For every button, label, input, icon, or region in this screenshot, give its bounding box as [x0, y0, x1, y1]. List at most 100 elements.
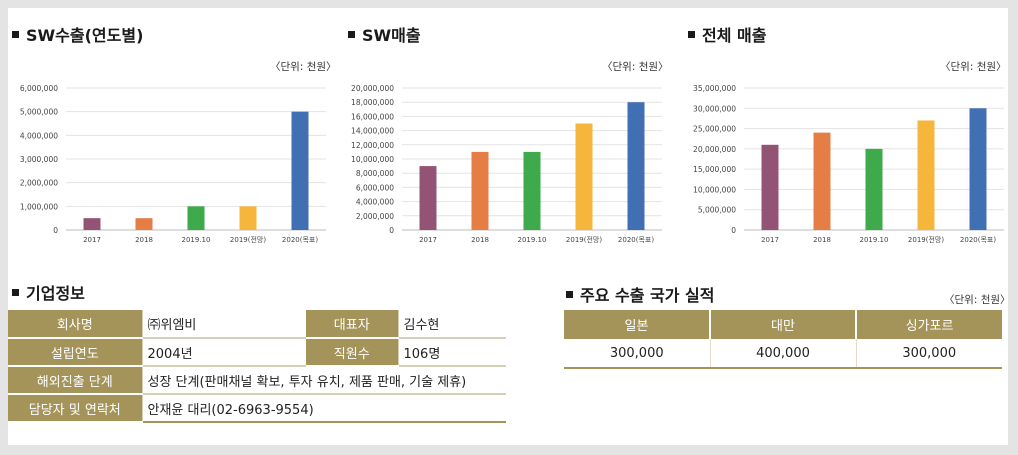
y-tick-label: 20,000,000 — [351, 84, 394, 93]
company-name-label: 회사명 — [8, 310, 142, 339]
country-header-taiwan: 대만 — [710, 310, 857, 339]
company-info-table: 회사명 ㈜위엠비 대표자 김수현 설립연도 2004년 직원수 106명 해외진… — [8, 310, 506, 423]
y-tick-label: 5,000,000 — [20, 108, 58, 117]
y-tick-label: 16,000,000 — [351, 112, 394, 121]
table-row: 회사명 ㈜위엠비 대표자 김수현 — [8, 310, 506, 339]
x-tick-label: 2018 — [813, 236, 831, 244]
y-tick-label: 2,000,000 — [20, 179, 58, 188]
x-tick-label: 2020(목표) — [282, 236, 318, 244]
ceo-value: 김수현 — [397, 310, 506, 339]
x-tick-label: 2019(전망) — [230, 235, 266, 244]
sw-sales-chart: 0 2,000,000 4,000,000 6,000,000 8,000,000 10,… — [351, 84, 662, 244]
y-tick-label: 4,000,000 — [20, 131, 58, 140]
export-countries-table: 일본 대만 싱가포르 300,000 400,000 300,000 — [564, 310, 1002, 369]
sw-export-unit: 〈단위: 천원〉 — [270, 61, 337, 73]
y-tick-label: 6,000,000 — [356, 183, 394, 192]
bullet-square-icon — [348, 31, 355, 38]
x-tick-label: 2017 — [83, 236, 101, 244]
y-tick-label: 10,000,000 — [351, 155, 394, 164]
founded-value: 2004년 — [141, 338, 306, 367]
bar — [291, 111, 309, 230]
bar — [917, 120, 935, 230]
country-header-japan: 일본 — [564, 310, 711, 339]
bar — [523, 151, 541, 230]
employees-label: 직원수 — [306, 338, 398, 367]
y-tick-label: 10,000,000 — [693, 185, 736, 194]
x-tick-label: 2019.10 — [182, 236, 211, 244]
y-tick-label: 25,000,000 — [693, 125, 736, 134]
overseas-stage-label: 해외진출 단계 — [8, 366, 142, 395]
bar — [83, 218, 101, 230]
export-countries-title: 주요 수출 국가 실적 — [566, 282, 714, 306]
overseas-stage-value: 성장 단계(판매채널 확보, 투자 유치, 제품 판매, 기술 제휴) — [141, 366, 506, 395]
x-tick-label: 2018 — [471, 236, 489, 244]
bar — [761, 144, 779, 230]
y-tick-label: 1,000,000 — [20, 202, 58, 211]
bar — [969, 108, 987, 230]
table-header-row: 일본 대만 싱가포르 — [564, 310, 1002, 339]
y-tick-label: 8,000,000 — [356, 169, 394, 178]
x-tick-label: 2020(목표) — [618, 236, 654, 244]
sw-sales-unit: 〈단위: 천원〉 — [602, 61, 669, 73]
bar — [471, 151, 489, 230]
bar — [627, 102, 645, 230]
y-tick-label: 12,000,000 — [351, 141, 394, 150]
y-tick-label: 3,000,000 — [20, 155, 58, 164]
y-tick-label: 5,000,000 — [698, 206, 736, 215]
total-sales-title: 전체 매출 — [688, 22, 766, 46]
country-value-singapore: 300,000 — [856, 339, 1002, 369]
ceo-label: 대표자 — [306, 310, 398, 339]
y-tick-label: 2,000,000 — [356, 212, 394, 221]
sw-export-title: SW수출(연도별) — [12, 22, 143, 46]
y-tick-label: 15,000,000 — [693, 165, 736, 174]
y-tick-label: 0 — [731, 226, 736, 235]
table-row: 설립연도 2004년 직원수 106명 — [8, 338, 506, 367]
company-name-value: ㈜위엠비 — [141, 310, 306, 339]
x-tick-label: 2019.10 — [518, 236, 547, 244]
y-tick-label: 18,000,000 — [351, 98, 394, 107]
table-row: 해외진출 단계 성장 단계(판매채널 확보, 투자 유치, 제품 판매, 기술 … — [8, 366, 506, 395]
bar — [239, 206, 257, 230]
country-header-singapore: 싱가포르 — [856, 310, 1002, 339]
bar — [575, 123, 593, 230]
y-tick-label: 0 — [389, 226, 394, 235]
employees-value: 106명 — [397, 338, 506, 367]
table-row: 담당자 및 연락처 안재윤 대리(02-6963-9554) — [8, 394, 506, 423]
sw-export-chart: 0 1,000,000 2,000,000 3,000,000 4,000,000 5,0… — [20, 84, 326, 244]
total-sales-chart: 0 5,000,000 10,000,000 15,000,000 20,000,000… — [693, 84, 1004, 244]
country-value-taiwan: 400,000 — [710, 339, 857, 369]
y-tick-label: 30,000,000 — [693, 104, 736, 113]
export-countries-unit: 〈단위: 천원〉 — [944, 294, 1011, 306]
x-tick-label: 2020(목표) — [960, 236, 996, 244]
bullet-square-icon — [688, 31, 695, 38]
contact-label: 담당자 및 연락처 — [8, 394, 142, 423]
y-tick-label: 14,000,000 — [351, 127, 394, 136]
contact-value: 안재윤 대리(02-6963-9554) — [141, 394, 506, 423]
x-tick-label: 2017 — [761, 236, 779, 244]
total-sales-unit: 〈단위: 천원〉 — [940, 61, 1007, 73]
x-tick-label: 2017 — [419, 236, 437, 244]
page-sheet: SW수출(연도별) 〈단위: 천원〉 0 1,000,000 2,000,000 3,… — [8, 8, 1011, 445]
bullet-square-icon — [12, 31, 19, 38]
bullet-square-icon — [566, 291, 573, 298]
bar — [419, 166, 437, 230]
y-tick-label: 20,000,000 — [693, 145, 736, 154]
x-tick-label: 2019.10 — [860, 236, 889, 244]
y-tick-label: 4,000,000 — [356, 198, 394, 207]
x-tick-label: 2019(전망) — [566, 235, 602, 244]
sw-sales-title: SW매출 — [348, 22, 421, 46]
bullet-square-icon — [12, 289, 19, 296]
country-value-japan: 300,000 — [564, 339, 711, 369]
x-tick-label: 2018 — [135, 236, 153, 244]
bar — [813, 132, 831, 230]
y-tick-label: 35,000,000 — [693, 84, 736, 93]
y-tick-label: 0 — [53, 226, 58, 235]
table-row: 300,000 400,000 300,000 — [564, 339, 1002, 369]
company-info-title: 기업정보 — [12, 280, 85, 304]
x-tick-label: 2019(전망) — [908, 235, 944, 244]
bar — [135, 218, 153, 230]
y-tick-label: 6,000,000 — [20, 84, 58, 93]
bar — [187, 206, 205, 230]
bar — [865, 148, 883, 230]
founded-label: 설립연도 — [8, 338, 142, 367]
